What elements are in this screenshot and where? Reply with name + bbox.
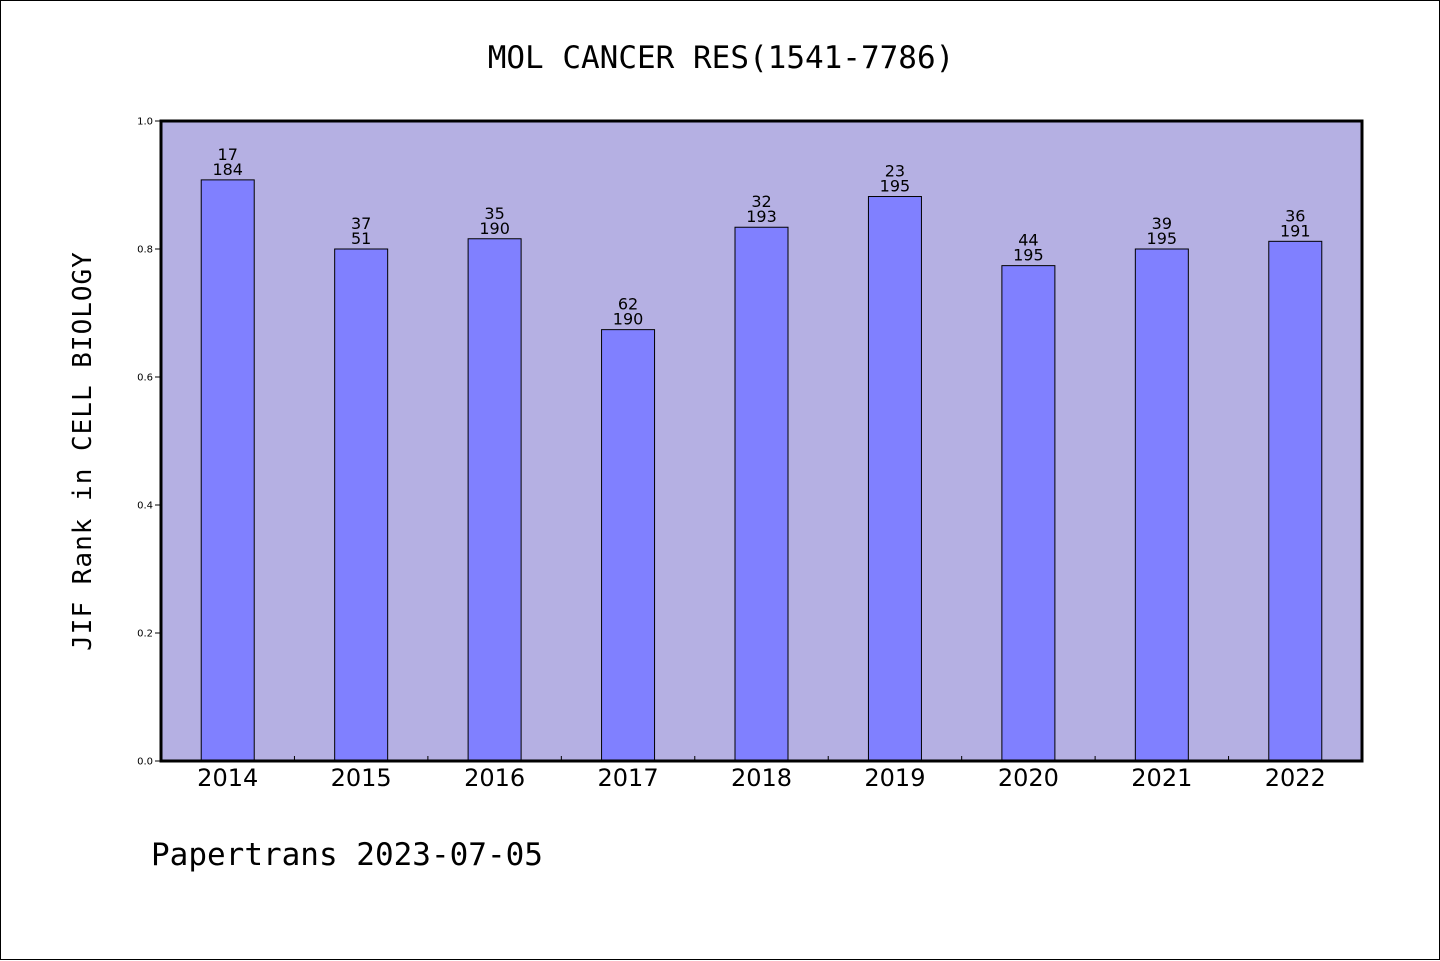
y-axis-ticks: 0.0 0.2 0.4 0.6 0.8 1.0 xyxy=(137,117,161,768)
y-tick-label: 0.6 xyxy=(137,373,153,384)
bar-rank-label: 35 xyxy=(484,204,504,223)
bar-total-label: 51 xyxy=(351,229,371,248)
bar-rank-label: 39 xyxy=(1152,214,1172,233)
chart-title: MOL CANCER RES(1541-7786) xyxy=(488,40,955,76)
plot-border xyxy=(159,119,1364,763)
x-tick-label: 2014 xyxy=(197,764,258,792)
x-tick-label: 2022 xyxy=(1265,764,1326,792)
bar-rank-label: 36 xyxy=(1285,206,1305,225)
bar-2017 xyxy=(601,329,656,762)
bar-2016 xyxy=(467,238,522,762)
y-tick-label: 0.2 xyxy=(137,629,153,640)
bar-total-label: 195 xyxy=(1147,229,1178,248)
bar-total-label: 190 xyxy=(613,310,644,329)
bar-rank-label: 32 xyxy=(751,192,771,211)
x-tick-label: 2018 xyxy=(731,764,792,792)
bar-2019 xyxy=(867,196,922,762)
bar-total-label: 190 xyxy=(479,219,510,238)
y-axis-label: JIF Rank in CELL BIOLOGY xyxy=(68,251,98,651)
footer-credit: Papertrans 2023-07-05 xyxy=(151,837,543,873)
x-axis-ticks: 2014 2015 2016 2017 2018 2019 2020 2021 2022 xyxy=(197,756,1326,792)
bar-2015 xyxy=(334,248,389,762)
bar-2020 xyxy=(1001,265,1056,762)
bar-rank-label: 17 xyxy=(218,145,238,164)
bar-total-label: 193 xyxy=(746,207,777,226)
bars xyxy=(200,179,1323,762)
data-labels: 1718437513519062190321932319544195391953… xyxy=(212,145,1310,329)
bar-rank-label: 37 xyxy=(351,214,371,233)
bar-2018 xyxy=(734,226,789,762)
x-tick-label: 2017 xyxy=(598,764,659,792)
x-tick-label: 2021 xyxy=(1131,764,1192,792)
bar-2022 xyxy=(1268,240,1323,762)
bar-total-label: 195 xyxy=(1013,246,1044,265)
bar-rank-label: 62 xyxy=(618,295,638,314)
x-tick-label: 2019 xyxy=(864,764,925,792)
bar-rank-label: 23 xyxy=(885,162,905,181)
bar-total-label: 184 xyxy=(212,160,243,179)
bar-rank-label: 44 xyxy=(1018,231,1038,250)
x-tick-label: 2016 xyxy=(464,764,525,792)
bar-total-label: 191 xyxy=(1280,221,1311,240)
y-tick-label: 0.0 xyxy=(137,757,153,768)
bar-total-label: 195 xyxy=(880,177,911,196)
x-tick-label: 2015 xyxy=(331,764,392,792)
bar-2014 xyxy=(200,179,255,762)
bar-2021 xyxy=(1134,248,1189,762)
y-tick-label: 1.0 xyxy=(137,117,153,128)
y-tick-label: 0.8 xyxy=(137,245,153,256)
y-tick-label: 0.4 xyxy=(137,501,153,512)
x-tick-label: 2020 xyxy=(998,764,1059,792)
